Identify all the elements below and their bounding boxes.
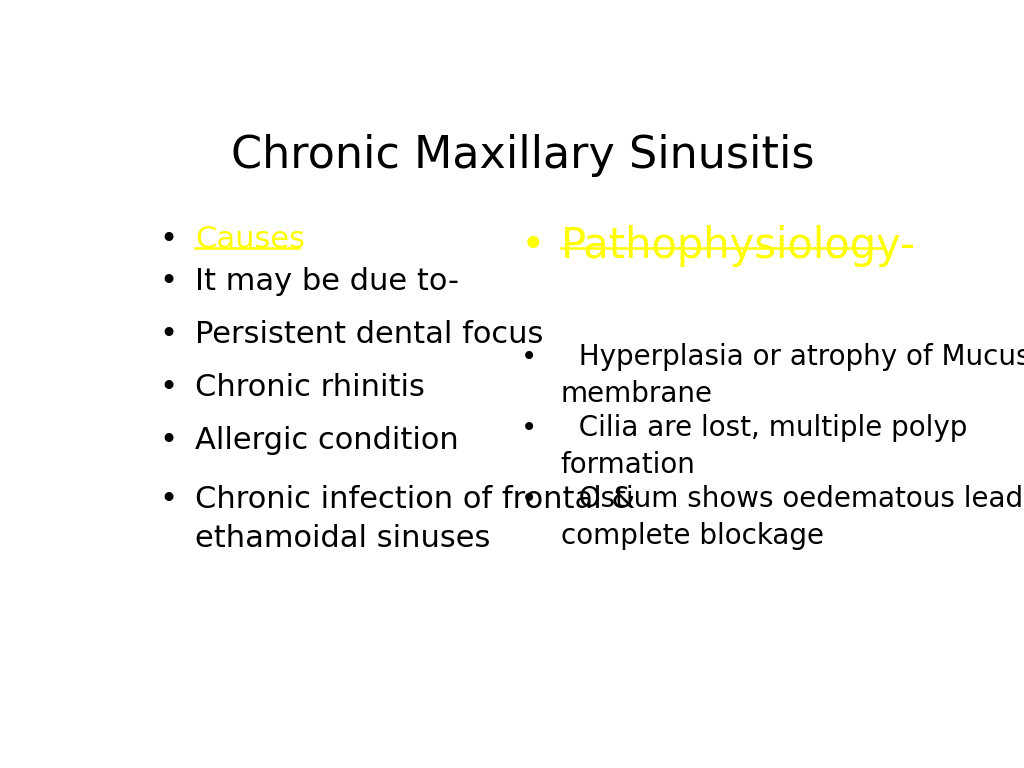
Text: •: • [521, 225, 546, 267]
Text: Chronic infection of frontal &
ethamoidal sinuses: Chronic infection of frontal & ethamoida… [196, 485, 636, 553]
Text: Chronic rhinitis: Chronic rhinitis [196, 373, 425, 402]
Text: •: • [160, 373, 178, 402]
Text: •: • [521, 485, 537, 514]
Text: •: • [521, 415, 537, 442]
Text: •: • [160, 225, 178, 254]
Text: Allergic condition: Allergic condition [196, 426, 459, 455]
Text: It may be due to-: It may be due to- [196, 266, 460, 296]
Text: Ostium shows oedematous leads to
complete blockage: Ostium shows oedematous leads to complet… [560, 485, 1024, 550]
Text: •: • [160, 266, 178, 296]
Text: •: • [160, 426, 178, 455]
Text: •: • [160, 485, 178, 515]
Text: Causes: Causes [196, 225, 305, 254]
Text: Hyperplasia or atrophy of Mucus
membrane: Hyperplasia or atrophy of Mucus membrane [560, 343, 1024, 409]
Text: Chronic Maxillary Sinusitis: Chronic Maxillary Sinusitis [231, 134, 815, 177]
Text: Pathophysiology-: Pathophysiology- [560, 225, 915, 267]
Text: •: • [521, 343, 537, 372]
Text: Persistent dental focus: Persistent dental focus [196, 319, 544, 349]
Text: Cilia are lost, multiple polyp
formation: Cilia are lost, multiple polyp formation [560, 415, 967, 479]
Text: •: • [160, 319, 178, 349]
